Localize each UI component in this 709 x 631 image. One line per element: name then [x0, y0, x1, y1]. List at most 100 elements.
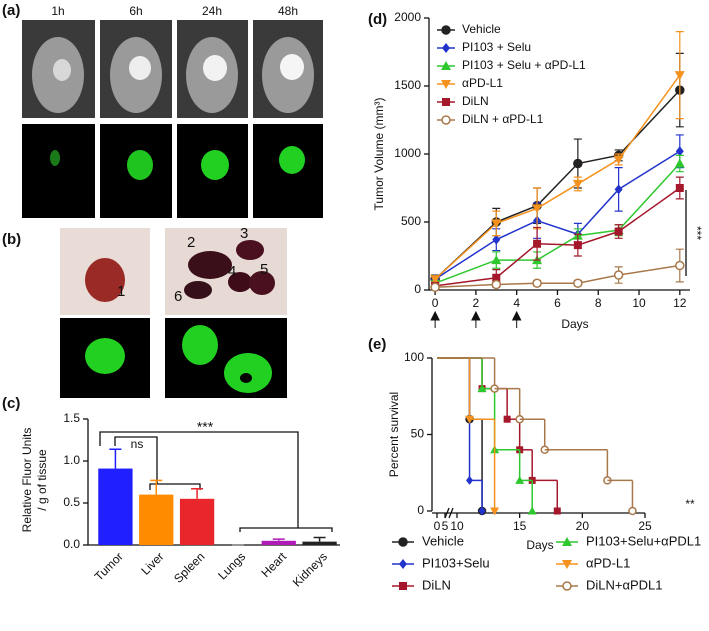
data-point — [573, 158, 583, 169]
bar — [98, 468, 133, 545]
x-tick-label: 4 — [513, 296, 520, 310]
x-tick-label: 0 — [434, 519, 441, 533]
x-tick-label: 25 — [638, 519, 652, 533]
legend-marker — [442, 98, 450, 106]
imaging-panel — [22, 20, 323, 218]
y-tick-label: 1500 — [394, 78, 421, 92]
legend-label: Vehicle — [462, 22, 501, 36]
y-tick-label: 2000 — [394, 10, 421, 24]
y-tick-label: 0 — [414, 282, 421, 296]
x-tick-label: 0 — [432, 296, 439, 310]
organ-number: 6 — [174, 288, 182, 305]
organ-number: 5 — [260, 261, 268, 278]
panel-label: (d) — [368, 11, 387, 28]
series-line — [435, 187, 681, 287]
x-tick-label: Heart — [258, 549, 289, 580]
series-line — [434, 150, 681, 280]
data-point — [492, 234, 501, 245]
data-point — [553, 507, 561, 515]
x-tick-label: Tumor — [92, 549, 126, 583]
data-point — [491, 219, 502, 229]
data-point — [613, 270, 624, 280]
x-tick-label: 8 — [595, 296, 602, 310]
bar — [139, 494, 174, 545]
time-label: 48h — [278, 4, 298, 18]
legend-label: DiLN — [422, 577, 451, 592]
legend-marker — [399, 582, 407, 590]
legend-marker — [441, 115, 451, 125]
x-tick-label: 20 — [576, 519, 590, 533]
y-axis-label: / g of tissue — [35, 449, 49, 511]
data-point — [490, 507, 500, 516]
time-label: 6h — [129, 4, 142, 18]
bar — [261, 540, 296, 545]
panel-label: (c) — [2, 395, 20, 412]
series-line — [434, 74, 681, 280]
legend-label: DiLN+αPDL1 — [586, 577, 663, 592]
annotation: ns — [131, 437, 144, 451]
legend-marker — [398, 537, 408, 547]
organ-number: 1 — [117, 283, 125, 300]
y-tick-label: 0 — [417, 503, 424, 517]
error-bar — [313, 536, 326, 542]
data-point — [675, 184, 684, 192]
time-label: 24h — [202, 4, 222, 18]
x-tick-label: Lungs — [215, 549, 248, 582]
x-tick-label: Kidneys — [290, 549, 330, 589]
data-point — [614, 184, 623, 195]
time-label: 1h — [51, 4, 64, 18]
data-point — [572, 179, 583, 189]
organ-number: 3 — [240, 225, 248, 242]
annotation: *** — [690, 226, 704, 240]
legend-marker — [441, 61, 451, 70]
data-point — [491, 279, 502, 290]
legend-marker — [442, 43, 450, 53]
y-tick-label: 100 — [404, 350, 424, 364]
data-point — [532, 278, 542, 288]
data-point — [430, 282, 440, 293]
x-tick-label: 10 — [632, 296, 646, 310]
y-axis-label: Tumor Volume (mm³) — [372, 98, 386, 211]
y-tick-label: 500 — [401, 214, 421, 228]
y-tick-label: 0.0 — [63, 537, 80, 551]
series-line — [434, 163, 681, 284]
data-point — [613, 155, 624, 165]
y-tick-label: 50 — [411, 427, 425, 441]
x-tick-label: 6 — [554, 296, 561, 310]
data-point — [674, 71, 685, 81]
legend-marker — [441, 25, 451, 35]
legend-label: DiLN — [462, 94, 489, 108]
annotation: *** — [197, 419, 214, 435]
legend-marker — [562, 560, 572, 569]
legend-label: PI103+Selu+αPDL1 — [586, 533, 701, 548]
legend-label: PI103 + Selu + αPD-L1 — [462, 58, 586, 72]
error-bar — [272, 538, 285, 541]
data-point — [527, 506, 537, 515]
legend-label: αPD-L1 — [586, 555, 630, 570]
data-point — [430, 275, 441, 285]
y-axis-label: Relative Fluor Units — [20, 428, 34, 533]
legend-label: Vehicle — [422, 533, 464, 548]
data-point — [614, 227, 623, 236]
data-point — [491, 255, 502, 265]
organ-photos — [60, 228, 287, 398]
y-tick-label: 1.0 — [63, 453, 80, 467]
legend-marker — [562, 537, 572, 546]
annotation: ** — [685, 497, 695, 511]
legend-marker — [562, 581, 572, 591]
data-point — [674, 158, 685, 168]
panel-label: (b) — [2, 231, 21, 248]
data-point — [532, 204, 543, 214]
x-tick-label: 10 — [450, 519, 464, 533]
x-tick-label: 12 — [673, 296, 687, 310]
error-bar — [109, 448, 122, 469]
y-tick-label: 1.5 — [63, 411, 80, 425]
x-tick-label: 2 — [473, 296, 480, 310]
bar — [302, 541, 337, 545]
x-axis-label: Days — [561, 317, 588, 331]
y-tick-label: 1000 — [394, 146, 421, 160]
data-point — [675, 260, 685, 271]
data-point — [628, 506, 637, 516]
significance-brackets — [99, 431, 333, 532]
